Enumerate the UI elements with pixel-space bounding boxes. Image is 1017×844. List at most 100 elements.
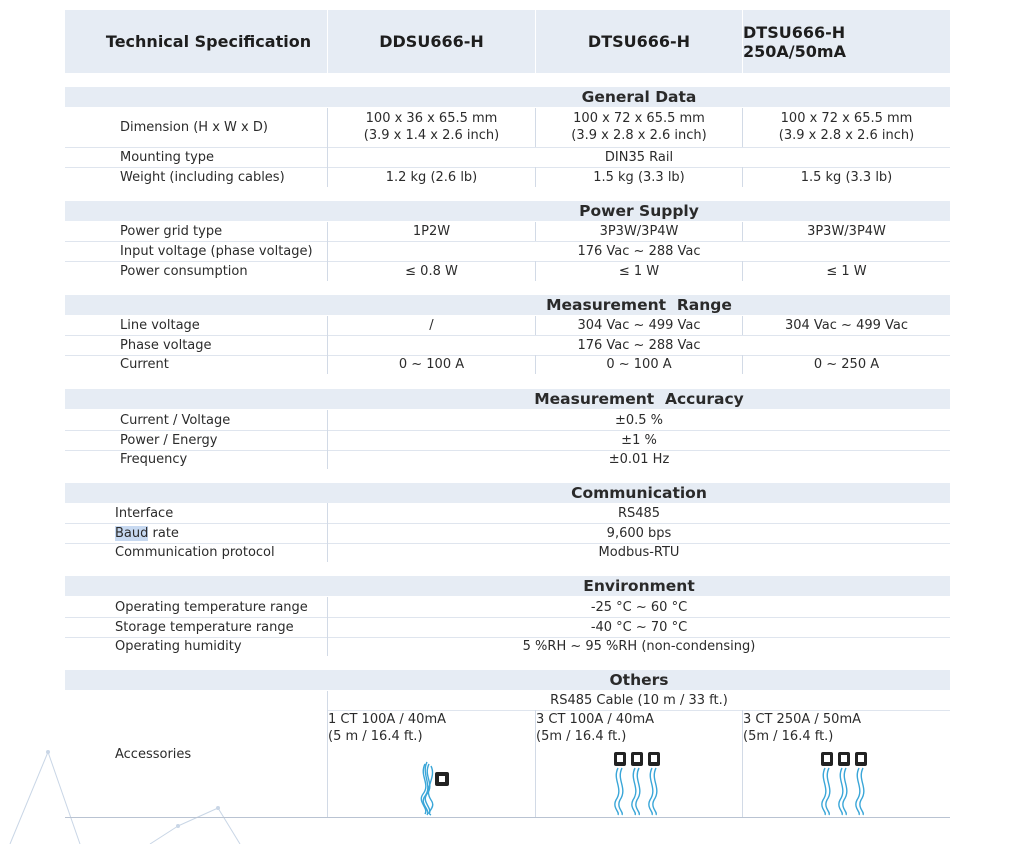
cell-dtsu250: ≤ 1 W (826, 263, 867, 279)
cell-line: 100 x 72 x 65.5 mm (780, 111, 913, 126)
cell-dtsu: 1.5 kg (3.3 lb) (593, 169, 685, 185)
table-row: 1 CT 100A / 40mA (5 m / 16.4 ft.) 3 CT 1… (65, 710, 950, 817)
cell-merged: RS485 (617, 505, 661, 521)
row-label: Baud rate (115, 523, 179, 543)
row-label: Current (120, 357, 169, 372)
table-row: Input voltage (phase voltage) 176 Vac ~ … (65, 241, 950, 261)
cell-merged: 5 %RH ~ 95 %RH (non-condensing) (522, 639, 756, 654)
cell-dtsu: ≤ 1 W (618, 263, 660, 279)
table-row: Dimension (H x W x D) 100 x 36 x 65.5 mm… (65, 108, 950, 146)
ct-clamp-triple-icon (614, 752, 660, 816)
cell-merged: 176 Vac ~ 288 Vac (577, 243, 701, 259)
cell-line: (5m / 16.4 ft.) (536, 729, 627, 744)
table-row: Accessories (65, 691, 950, 817)
row-label: Operating humidity (115, 639, 242, 654)
row-label: Power grid type (120, 224, 223, 239)
cell-line: (3.9 x 1.4 x 2.6 inch) (363, 128, 500, 143)
row-label: Weight (including cables) (120, 169, 285, 185)
row-label: Frequency (120, 452, 188, 467)
row-label: Mounting type (120, 149, 215, 165)
cell-dtsu: 3 CT 100A / 40mA (5m / 16.4 ft.) (536, 710, 742, 817)
table-row: Operating temperature range -25 °C ~ 60 … (65, 597, 950, 617)
row-label: Communication protocol (115, 545, 275, 560)
section-title: Environment (583, 577, 695, 595)
cell-merged: RS485 Cable (10 m / 33 ft.) (550, 693, 728, 708)
table-row: Power consumption ≤ 0.8 W ≤ 1 W ≤ 1 W (65, 261, 950, 281)
ct-clamp-triple-250a-icon (821, 752, 867, 816)
cell-ddsu: 1.2 kg (2.6 lb) (385, 169, 478, 185)
row-label: Phase voltage (120, 337, 212, 353)
table-row: Interface RS485 (65, 503, 950, 523)
cell-line: 3 CT 250A / 50mA (743, 712, 862, 727)
table-row: RS485 Cable (10 m / 33 ft.) (65, 691, 950, 710)
cell-dtsu250: 3 CT 250A / 50mA (5m / 16.4 ft.) (743, 710, 950, 817)
cell-ddsu: 100 x 36 x 65.5 mm (3.9 x 1.4 x 2.6 inch… (328, 108, 535, 146)
cell-merged: DIN35 Rail (604, 149, 674, 165)
row-label: Accessories (115, 746, 192, 762)
table-bottom-border (65, 817, 950, 818)
table-header: Technical Specification DDSU666-H DTSU66… (65, 10, 950, 73)
header-dtsu666-h: DTSU666-H (587, 32, 691, 51)
table-row: Power / Energy ±1 % (65, 430, 950, 450)
row-label: Operating temperature range (115, 599, 308, 615)
cell-merged: 176 Vac ~ 288 Vac (577, 337, 701, 353)
table-row: Phase voltage 176 Vac ~ 288 Vac (65, 335, 950, 355)
row-label: Power / Energy (120, 432, 218, 448)
section-title: Measurement Accuracy (534, 390, 744, 408)
table-row: Current / Voltage ±0.5 % (65, 410, 950, 430)
row-label: Current / Voltage (120, 412, 231, 428)
cell-dtsu250: 1.5 kg (3.3 lb) (800, 169, 893, 185)
section-title: Others (609, 671, 669, 689)
cell-line: (5 m / 16.4 ft.) (328, 729, 423, 744)
row-label: Input voltage (phase voltage) (120, 243, 313, 259)
cell-line: 1 CT 100A / 40mA (328, 712, 447, 727)
label-text: rate (148, 525, 179, 541)
section-measurement-accuracy: Measurement Accuracy (65, 389, 950, 409)
cell-line: (3.9 x 2.8 x 2.6 inch) (778, 128, 915, 143)
cell-merged: ±1 % (621, 432, 657, 448)
cell-dtsu: 0 ~ 100 A (606, 357, 672, 372)
section-power-supply: Power Supply (65, 201, 950, 221)
table-row: Power grid type 1P2W 3P3W/3P4W 3P3W/3P4W (65, 222, 950, 241)
cell-dtsu: 3P3W/3P4W (599, 224, 679, 239)
cell-ddsu: / (429, 318, 434, 333)
cell-line: (3.9 x 2.8 x 2.6 inch) (571, 128, 707, 143)
cell-line: (5m / 16.4 ft.) (743, 729, 834, 744)
cell-merged: 9,600 bps (606, 525, 672, 541)
section-communication: Communication (65, 483, 950, 503)
section-title: General Data (581, 88, 697, 106)
selected-text[interactable]: Baud (115, 525, 149, 541)
section-measurement-range: Measurement Range (65, 295, 950, 315)
table-row: Current 0 ~ 100 A 0 ~ 100 A 0 ~ 250 A (65, 355, 950, 374)
row-label: Interface (115, 505, 174, 521)
table-row: Mounting type DIN35 Rail (65, 147, 950, 167)
table-row: Communication protocol Modbus-RTU (65, 543, 950, 562)
cell-merged: -25 °C ~ 60 °C (590, 599, 688, 615)
section-environment: Environment (65, 576, 950, 596)
row-label: Power consumption (120, 263, 248, 279)
cell-line: 100 x 36 x 65.5 mm (365, 111, 498, 126)
cell-merged: -40 °C ~ 70 °C (590, 619, 688, 635)
table-row: Baud rate 9,600 bps (65, 523, 950, 543)
decorative-network-lines (9, 750, 241, 844)
cell-ddsu: ≤ 0.8 W (405, 263, 458, 279)
section-title: Communication (571, 484, 707, 502)
row-label: Line voltage (120, 318, 200, 333)
section-others: Others (65, 670, 950, 690)
table-row: Frequency ±0.01 Hz (65, 450, 950, 469)
table-row: Operating humidity 5 %RH ~ 95 %RH (non-c… (65, 637, 950, 656)
table-row: Weight (including cables) 1.2 kg (2.6 lb… (65, 167, 950, 187)
cell-merged: ±0.01 Hz (608, 452, 670, 467)
section-general-data: General Data (65, 87, 950, 107)
cell-ddsu: 1P2W (412, 224, 451, 239)
ct-clamp-single-icon (420, 761, 449, 816)
cell-dtsu250: 304 Vac ~ 499 Vac (784, 318, 909, 333)
header-technical-specification: Technical Specification (105, 32, 312, 51)
cell-dtsu250: 3P3W/3P4W (807, 224, 886, 239)
cell-ddsu: 1 CT 100A / 40mA (5 m / 16.4 ft.) (328, 710, 535, 817)
cell-line: 100 x 72 x 65.5 mm (573, 111, 705, 126)
section-title: Measurement Range (546, 296, 732, 314)
row-label: Dimension (H x W x D) (120, 119, 268, 135)
row-label: Storage temperature range (115, 619, 294, 635)
cell-merged: ±0.5 % (614, 412, 664, 428)
